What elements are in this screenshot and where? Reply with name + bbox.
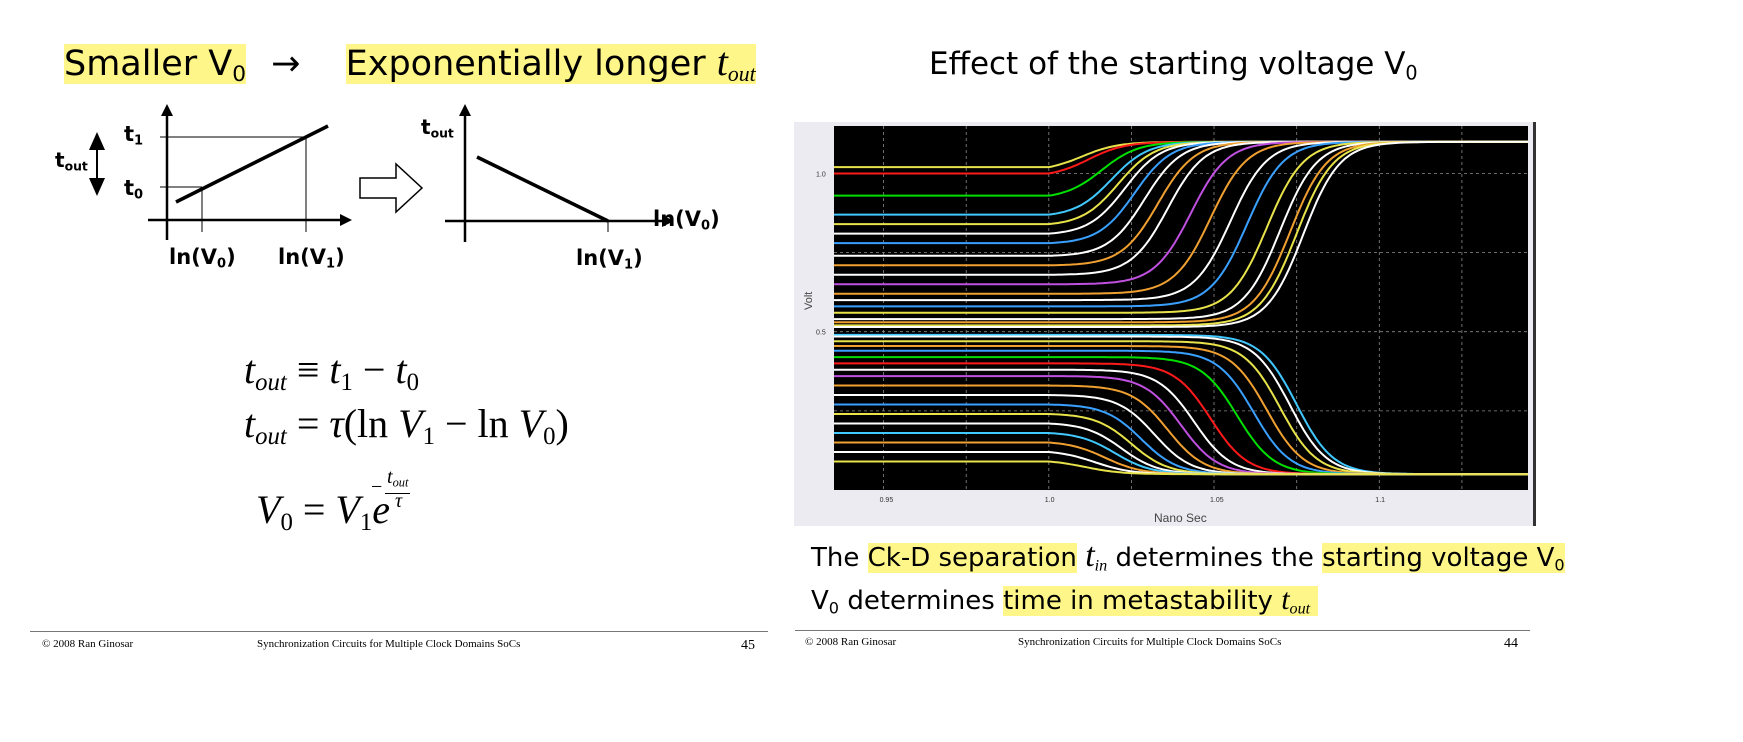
chart-svg: 0.95 1.0 1.05 1.1 1.0 0.5 Volt Nano Sec <box>803 126 1528 525</box>
chart-ytick-label: 0.5 <box>816 330 826 337</box>
diagram2-xaxis-label: ln(V0) <box>653 207 720 234</box>
equation-v0-exponential: V0 = V1e <box>256 487 391 536</box>
implies-arrow-icon <box>359 162 424 214</box>
caption-line-1: The Ck-D separation tin determines the s… <box>811 537 1565 575</box>
diagram1-yaxis-label: tout <box>55 148 88 174</box>
left-footer-page: 45 <box>741 638 755 653</box>
right-footer-rule <box>795 630 1530 631</box>
left-footer-rule <box>30 631 768 632</box>
title-arrow: → <box>271 44 301 84</box>
right-footer-course: Synchronization Circuits for Multiple Cl… <box>1018 636 1282 648</box>
caption-time-metastability: time in metastability tout <box>1003 583 1319 618</box>
caption-starting-voltage: starting voltage V0 <box>1322 543 1565 575</box>
chart-xlabel: Nano Sec <box>1154 511 1207 525</box>
diagram1-t0-label: t0 <box>124 176 144 203</box>
left-footer-course: Synchronization Circuits for Multiple Cl… <box>257 638 521 650</box>
chart-xtick-label: 1.05 <box>1210 497 1224 504</box>
left-slide-title: Smaller V0 → Exponentially longer tout <box>64 38 756 87</box>
equation-tout-definition: tout ≡ t1 − t0 <box>244 347 419 396</box>
chart-series-line <box>834 460 1528 476</box>
diagram1-t1-label: t1 <box>124 122 144 149</box>
chart-ticks: 0.95 1.0 1.05 1.1 1.0 0.5 <box>816 172 1385 505</box>
tout-vs-lnv0-diagram <box>445 104 670 242</box>
left-footer-copyright: © 2008 Ran Ginosar <box>42 638 134 650</box>
chart-xtick-label: 0.95 <box>880 497 894 504</box>
caption-ckd-separation: Ck-D separation <box>867 543 1077 573</box>
chart-xtick-label: 1.0 <box>1045 497 1055 504</box>
title-part1: Smaller V0 <box>64 44 247 88</box>
right-footer-page: 44 <box>1504 636 1518 651</box>
chart-plot-area <box>834 126 1528 490</box>
chart-series <box>834 140 1528 476</box>
tout-vs-lnv-diagram <box>89 104 352 240</box>
metastability-chart: 0.95 1.0 1.05 1.1 1.0 0.5 Volt Nano Sec <box>794 122 1536 526</box>
diagram2-x1-label: ln(V1) <box>576 246 643 273</box>
chart-ytick-label: 1.0 <box>816 172 826 179</box>
caption-line-2: V0 determines time in metastability tout <box>811 583 1319 619</box>
diagram2-yaxis-label: tout <box>421 115 454 141</box>
right-slide-title: Effect of the starting voltage V0 <box>929 46 1418 85</box>
equation-tout-tau: tout = τ(ln V1 − ln V0) <box>244 401 569 450</box>
chart-series-line <box>834 140 1528 328</box>
diagram1-x0-label: ln(V0) <box>169 245 236 272</box>
title-part2: Exponentially longer tout <box>345 39 756 87</box>
chart-ylabel: Volt <box>803 292 815 310</box>
right-footer-copyright: © 2008 Ran Ginosar <box>805 636 897 648</box>
diagram1-x1-label: ln(V1) <box>278 245 345 272</box>
chart-xtick-label: 1.1 <box>1375 497 1385 504</box>
